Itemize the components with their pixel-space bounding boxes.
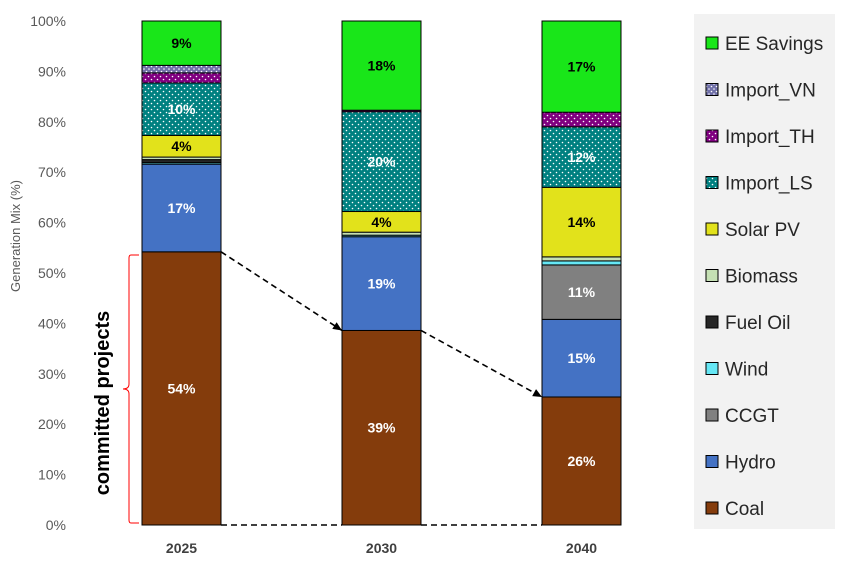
bar-segment-import-th <box>541 111 622 128</box>
coal-trend-arrowhead <box>532 389 542 397</box>
legend-swatch-biomass <box>705 269 719 282</box>
data-label-import-ls: 12% <box>567 149 596 165</box>
data-label-hydro: 19% <box>367 276 396 292</box>
bar-segment-ee-savings <box>341 20 422 111</box>
legend-swatch-hydro <box>705 455 719 468</box>
bar-segment-coal <box>541 396 622 526</box>
x-category-label: 2030 <box>366 540 397 556</box>
legend-swatch-import-th <box>705 129 719 143</box>
bar-segment-coal <box>141 251 222 526</box>
legend-swatch-ccgt <box>705 408 719 422</box>
legend-label-biomass: Biomass <box>725 267 798 288</box>
y-tick-label: 40% <box>38 315 66 331</box>
y-tick-label: 70% <box>38 164 66 180</box>
y-tick-label: 80% <box>38 114 66 130</box>
legend-label-ccgt: CCGT <box>725 406 779 427</box>
data-label-coal: 39% <box>367 420 396 436</box>
y-tick-label: 90% <box>38 63 66 79</box>
data-label-ee-savings: 9% <box>171 35 192 51</box>
legend-swatch-solar-pv <box>705 222 719 236</box>
bar-segment-import-ls <box>541 126 622 188</box>
committed-projects-label: committed projects <box>92 311 114 495</box>
bar-segment-import-ls <box>141 82 222 136</box>
bar-segment-wind <box>541 260 622 266</box>
coal-trend-arrowhead <box>332 322 342 331</box>
bar-segment-coal <box>341 329 422 526</box>
legend-label-import-ls: Import_LS <box>725 174 813 195</box>
y-tick-label: 50% <box>38 265 66 281</box>
legend-label-coal: Coal <box>725 499 764 520</box>
legend-swatch-fuel-oil <box>705 315 719 329</box>
legend-label-import-vn: Import_VN <box>725 81 816 102</box>
legend-label-solar-pv: Solar PV <box>725 220 800 241</box>
legend-swatch-import-ls <box>705 176 719 189</box>
data-label-solar-pv: 4% <box>371 214 392 230</box>
data-label-import-ls: 20% <box>367 154 396 170</box>
data-label-hydro: 17% <box>167 200 196 216</box>
data-label-coal: 54% <box>167 380 196 396</box>
committed-projects-brace <box>122 254 139 524</box>
coal-trend-connector <box>220 251 343 332</box>
data-label-coal: 26% <box>567 453 596 469</box>
bar-segment-ee-savings <box>141 20 222 66</box>
bar-segment-biomass <box>541 256 622 262</box>
data-label-ee-savings: 17% <box>567 59 596 75</box>
bar-segment-solar-pv <box>541 186 622 258</box>
y-axis-title: Generation Mix (%) <box>8 180 23 292</box>
x-category-label: 2025 <box>166 540 197 556</box>
data-label-import-ls: 10% <box>167 101 196 117</box>
y-tick-label: 10% <box>38 467 66 483</box>
y-tick-label: 0% <box>46 517 66 533</box>
y-tick-label: 60% <box>38 215 66 231</box>
legend-label-import-th: Import_TH <box>725 127 815 148</box>
legend-swatch-import-vn <box>705 83 719 96</box>
y-tick-label: 100% <box>30 13 66 29</box>
bar-segment-import-th <box>141 72 222 84</box>
committed-projects-annotation: committed projects <box>92 254 139 524</box>
legend-label-ee-savings: EE Savings <box>725 34 823 55</box>
data-label-hydro: 15% <box>567 350 596 366</box>
legend-label-hydro: Hydro <box>725 453 776 474</box>
bar-segment-hydro <box>541 318 622 398</box>
bar-segment-import-ls <box>341 111 422 213</box>
x-category-label: 2040 <box>566 540 597 556</box>
bar-segment-ee-savings <box>541 20 622 113</box>
bar-segment-import-vn <box>141 64 222 74</box>
data-label-solar-pv: 4% <box>171 138 192 154</box>
coal-trend-connector <box>420 329 543 398</box>
data-label-solar-pv: 14% <box>567 214 596 230</box>
legend-label-wind: Wind <box>725 360 768 381</box>
data-label-ccgt: 11% <box>568 284 596 300</box>
y-tick-label: 30% <box>38 366 66 382</box>
bar-segment-ccgt <box>541 264 622 320</box>
data-label-ee-savings: 18% <box>367 58 396 74</box>
legend-swatch-ee-savings <box>705 36 719 50</box>
y-tick-label: 20% <box>38 416 66 432</box>
legend-swatch-wind <box>705 362 719 375</box>
legend-label-fuel-oil: Fuel Oil <box>725 313 790 334</box>
legend-swatch-coal <box>705 501 719 515</box>
